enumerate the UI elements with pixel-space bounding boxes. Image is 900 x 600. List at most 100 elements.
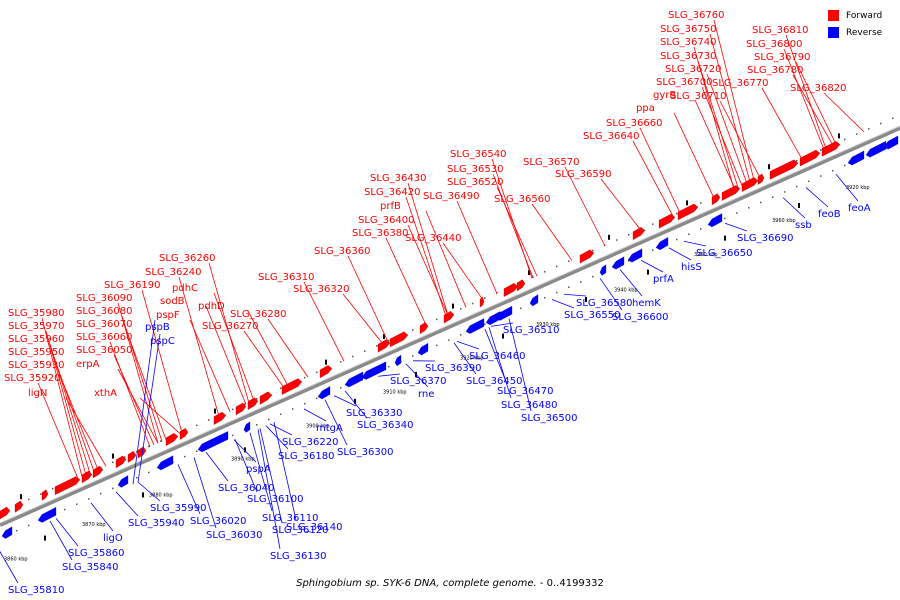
reverse-gene-label: SLG_35840 bbox=[62, 562, 118, 573]
reverse-leader-line bbox=[49, 520, 73, 561]
forward-gene-arrow bbox=[14, 500, 24, 513]
backbone-line bbox=[0, 126, 900, 527]
reverse-leader-line bbox=[668, 247, 692, 261]
reverse-leader-line bbox=[132, 319, 156, 485]
reverse-gene-label: SLG_36340 bbox=[357, 420, 413, 431]
reverse-leader-line bbox=[782, 197, 806, 219]
reverse-gene-label: SLG_36510 bbox=[503, 325, 559, 336]
forward-gene-arrow bbox=[41, 489, 49, 501]
reverse-leader-line bbox=[377, 373, 401, 377]
guide-dot bbox=[388, 365, 390, 368]
forward-gene-label: SLG_36820 bbox=[790, 83, 846, 94]
guide-dot bbox=[28, 524, 30, 527]
forward-gene-arrow bbox=[179, 428, 189, 440]
guide-dot bbox=[196, 424, 198, 427]
reverse-leader-line bbox=[724, 222, 748, 232]
reverse-gene-label: SLG_35940 bbox=[128, 518, 184, 529]
reverse-gene-arrow bbox=[707, 213, 723, 228]
forward-gene-label: SLG_36400 bbox=[358, 215, 414, 226]
forward-gene-label: SLG_36640 bbox=[583, 131, 639, 142]
reverse-gene-arrow bbox=[1, 526, 13, 539]
forward-gene-label: pspF bbox=[156, 310, 180, 321]
guide-dot bbox=[112, 487, 114, 490]
reverse-gene-label: SLG_36220 bbox=[282, 437, 338, 448]
reverse-leader-line bbox=[619, 269, 643, 297]
forward-leader-line bbox=[342, 293, 384, 345]
guide-dot bbox=[616, 239, 618, 241]
reverse-gene-label: SLG_36130 bbox=[270, 551, 326, 562]
reverse-gene-label: prfA bbox=[653, 274, 674, 285]
reverse-gene-arrow bbox=[865, 140, 887, 158]
guide-dot bbox=[832, 169, 834, 172]
reverse-gene-label: SLG_36140 bbox=[286, 522, 342, 533]
forward-gene-arrow bbox=[632, 227, 646, 241]
guide-dot bbox=[844, 138, 846, 141]
guide-dot bbox=[592, 275, 594, 278]
forward-leader-line bbox=[117, 302, 159, 444]
forward-gene-label: ppa bbox=[636, 103, 655, 114]
feature-marker bbox=[585, 296, 587, 302]
forward-gene-label: SLG_36260 bbox=[159, 253, 215, 264]
reverse-gene-label: ssb bbox=[795, 220, 812, 231]
reverse-gene-label: SLG_36020 bbox=[190, 516, 246, 527]
reverse-leader-line bbox=[257, 429, 281, 550]
reverse-gene-arrow bbox=[883, 135, 899, 150]
gene-labels: SLG_35980 SLG_35970 SLG_35960 SLG_35950 SLG_… bbox=[0, 10, 871, 596]
guide-dot bbox=[316, 397, 318, 400]
forward-gene-label: SLG_36050 bbox=[76, 345, 132, 356]
forward-leader-line bbox=[407, 224, 449, 316]
guide-dot bbox=[808, 180, 810, 183]
guide-dot bbox=[340, 361, 342, 363]
guide-dot bbox=[64, 508, 66, 511]
guide-dot bbox=[724, 217, 726, 220]
reverse-leader-line bbox=[508, 318, 532, 412]
reverse-gene-label: rne bbox=[418, 389, 434, 400]
reverse-leader-line bbox=[324, 399, 348, 446]
legend-reverse-label: Reverse bbox=[846, 27, 883, 38]
guide-dot bbox=[304, 376, 306, 379]
reverse-gene-arrow bbox=[529, 294, 539, 307]
guide-dot bbox=[844, 164, 846, 167]
genome-range: - 0..4199332 bbox=[536, 578, 604, 589]
forward-gene-label: SLG_36490 bbox=[423, 191, 479, 202]
guide-dot bbox=[232, 408, 234, 411]
reverse-gene-arrow bbox=[361, 361, 387, 380]
reverse-leader-line bbox=[405, 363, 429, 388]
guide-dot bbox=[748, 207, 750, 209]
forward-gene-label: SLG_36750 bbox=[660, 24, 716, 35]
guide-dot bbox=[52, 488, 54, 490]
forward-gene-label: SLG_36420 bbox=[364, 187, 420, 198]
scale-tick-label: 3930 kbp bbox=[536, 322, 560, 328]
forward-leader-line bbox=[37, 382, 79, 479]
guide-dot bbox=[280, 413, 282, 415]
guide-dot bbox=[484, 323, 486, 326]
reverse-gene-label: SLG_35810 bbox=[8, 585, 64, 596]
forward-leader-line bbox=[795, 61, 837, 145]
reverse-leader-line bbox=[205, 451, 229, 482]
reverse-gene-label: SLG_36030 bbox=[206, 530, 262, 541]
guide-dot bbox=[352, 355, 354, 358]
scale-tick-label: 3860 kbp bbox=[4, 557, 28, 563]
guide-dot bbox=[112, 461, 114, 464]
reverse-leader-line bbox=[488, 327, 512, 399]
forward-leader-line bbox=[456, 200, 498, 294]
reverse-leader-line bbox=[599, 278, 623, 311]
forward-gene-label: SLG_36710 bbox=[670, 91, 726, 102]
forward-leader-line bbox=[303, 281, 345, 362]
guide-dot bbox=[628, 259, 630, 262]
forward-gene-label: SLG_36080 bbox=[76, 306, 132, 317]
forward-gene-label: prfB bbox=[380, 201, 401, 212]
forward-leader-line bbox=[213, 292, 255, 402]
forward-leader-line bbox=[531, 203, 573, 261]
forward-gene-arrow bbox=[127, 450, 137, 463]
reverse-gene-arrow bbox=[847, 150, 865, 166]
forward-leader-line bbox=[792, 74, 834, 146]
forward-gene-label: gyrB bbox=[653, 90, 676, 101]
feature-marker bbox=[502, 333, 504, 339]
reverse-gene-arrow bbox=[156, 455, 174, 471]
reverse-gene-label: SLG_36690 bbox=[737, 233, 793, 244]
reverse-gene-label: SLG_36500 bbox=[521, 413, 577, 424]
forward-leader-line bbox=[694, 99, 736, 189]
forward-gene-label: SLG_36240 bbox=[145, 267, 201, 278]
forward-gene-label: SLG_35970 bbox=[8, 321, 64, 332]
